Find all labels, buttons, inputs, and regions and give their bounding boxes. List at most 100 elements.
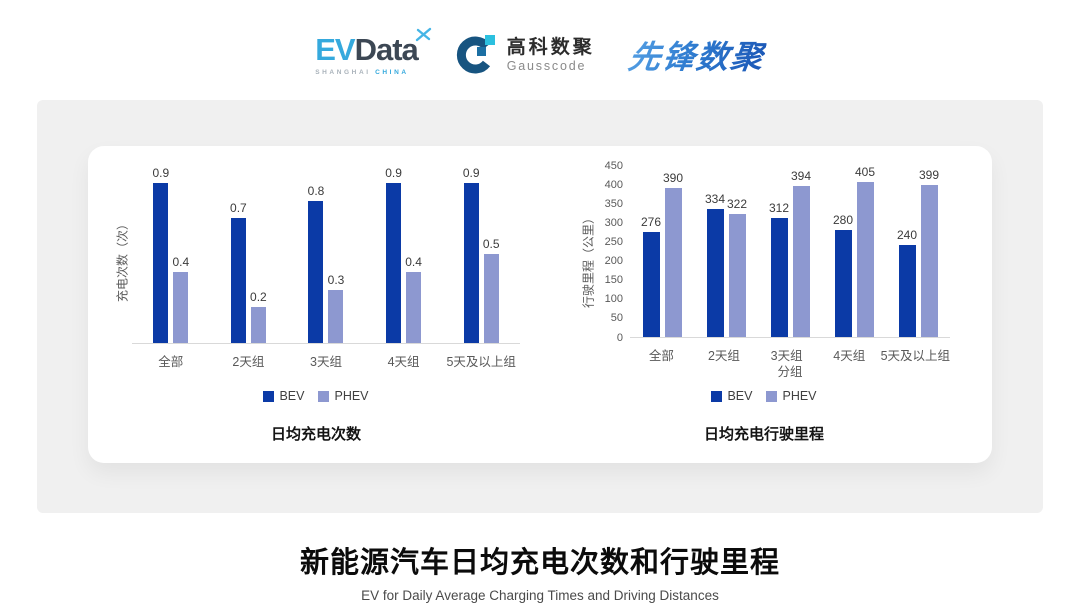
chart-daily-charging-times: 充电次数（次） 0.9 0.4 0.7 0.2 0.8 0.3 0.9 0.4 0.9 0.5 全部 2… (112, 166, 520, 463)
evdata-china-text: CHINA (375, 68, 409, 76)
chart-title: 日均充电次数 (270, 426, 361, 443)
bar-group: 334 322 (704, 166, 748, 337)
evdata-subtext: SHANGHAI CHINA (315, 68, 418, 77)
bar-group: 0.8 0.3 (307, 166, 345, 343)
bar-value-label: 334 (704, 192, 726, 207)
bar-group: 276 390 (640, 166, 684, 337)
bar-phev (483, 254, 499, 343)
y-tick-label: 450 (604, 159, 623, 172)
page-subtitle: EV for Daily Average Charging Times and … (361, 588, 719, 603)
bar-phev (728, 213, 746, 337)
y-tick-label: 400 (604, 178, 623, 191)
y-tick-label: 150 (604, 274, 623, 287)
legend-swatch-phev (318, 390, 330, 402)
bar-value-label: 280 (832, 212, 854, 227)
legend-item-phev: PHEV (318, 389, 369, 403)
bar-column: 0.3 (327, 166, 345, 343)
bar-column: 0.8 (307, 166, 325, 343)
x-category-label: 全部 (648, 349, 674, 363)
bar-value-label: 312 (768, 200, 790, 215)
bar-phev (856, 182, 874, 337)
y-tick-label: 300 (604, 216, 623, 229)
x-category-label: 3天组 (770, 349, 803, 363)
bar-value-label: 0.9 (152, 165, 170, 180)
bar-value-label: 0.5 (482, 237, 500, 251)
bar-column: 276 (640, 166, 662, 337)
bar-phev (792, 186, 810, 337)
bar-phev (664, 187, 682, 337)
plot: 0.9 0.4 0.7 0.2 0.8 0.3 0.9 0.4 0.9 0.5 (132, 166, 520, 344)
bar-value-label: 0.7 (230, 201, 247, 216)
bar-group: 0.7 0.2 (230, 166, 267, 343)
bar-column: 322 (726, 166, 748, 337)
bar-value-label: 0.4 (172, 254, 190, 269)
evdata-wordmark: EVData (315, 27, 431, 67)
bar-column: 405 (855, 166, 875, 337)
bar-value-label: 276 (640, 214, 662, 229)
bar-group: 0.9 0.4 (385, 165, 422, 343)
bar-bev (386, 182, 402, 343)
legend-label: PHEV (334, 389, 369, 403)
legend-item-phev: PHEV (766, 389, 817, 403)
bar-group: 240 399 (896, 166, 940, 337)
chart-daily-driving-distance: 行驶里程（公里） 0 50 100 150 200 250 300 350 400 450 276 39… (578, 160, 951, 463)
chart-panel: 充电次数（次） 0.9 0.4 0.7 0.2 0.8 0.3 0.9 0.4 0.9 0.5 全部 2… (37, 100, 1043, 513)
bar-column: 0.9 (152, 165, 170, 343)
bar-value-label: 322 (726, 196, 748, 211)
bar-value-label: 0.8 (307, 183, 325, 198)
evdata-data-text: Data (354, 31, 419, 67)
bar-value-label: 394 (790, 169, 812, 184)
bar-value-label: 0.9 (385, 165, 402, 180)
bar-group: 0.9 0.4 (152, 165, 190, 343)
chart-card: 充电次数（次） 0.9 0.4 0.7 0.2 0.8 0.3 0.9 0.4 0.9 0.5 全部 2… (88, 146, 992, 463)
legend: BEV PHEV (578, 389, 950, 403)
y-axis-label: 充电次数（次） (115, 218, 130, 303)
x-category-label: 2天组 (707, 349, 740, 363)
bar-phev (173, 271, 189, 343)
bar-value-label: 399 (918, 167, 940, 182)
x-category-label: 2天组 (232, 355, 265, 369)
evdata-star-icon (415, 27, 431, 41)
y-tick-label: 250 (604, 235, 623, 248)
bar-value-label: 240 (896, 228, 918, 243)
bar-group: 312 394 (768, 166, 812, 337)
bar-value-label: 390 (662, 170, 684, 185)
y-axis: 行驶里程（公里） (578, 166, 598, 380)
x-axis-labels: 全部 2天组 3天组 4天组 5天及以上组 (132, 351, 520, 369)
plot-stack: 0.9 0.4 0.7 0.2 0.8 0.3 0.9 0.4 0.9 0.5 全部 2天组 3天组 4天… (132, 166, 520, 380)
bar-column: 280 (832, 166, 854, 337)
bar-group: 0.9 0.5 (463, 166, 500, 343)
x-category-label: 4天组 (387, 355, 420, 369)
legend-swatch-bev (263, 390, 275, 402)
legend-label: PHEV (782, 389, 817, 403)
legend-swatch-phev (766, 390, 778, 402)
logo-header: EVData SHANGHAI CHINA 高科数聚 Gausscode (0, 0, 1080, 100)
bar-column: 0.7 (230, 166, 247, 343)
bar-column: 399 (918, 166, 940, 337)
legend-item-bev: BEV (263, 389, 304, 403)
x-category-label: 全部 (158, 355, 184, 369)
plot-area: 行驶里程（公里） 0 50 100 150 200 250 300 350 400 450 276 39… (578, 160, 951, 380)
bar-bev (463, 182, 479, 343)
bar-bev (770, 217, 788, 337)
x-category-label: 5天及以上组 (446, 355, 516, 369)
bar-column: 0.5 (482, 166, 500, 343)
legend-item-bev: BEV (711, 389, 752, 403)
legend-swatch-bev (711, 390, 723, 402)
x-category-label: 3天组 (310, 355, 342, 369)
bar-column: 0.9 (463, 166, 480, 343)
legend-label: BEV (279, 389, 305, 403)
plot-stack: 276 390 334 322 312 394 280 405 240 399 全部 2天组 3天组 4天… (630, 166, 950, 380)
xianfeng-logo: 先锋数聚 (626, 32, 768, 78)
bar-phev (920, 184, 938, 337)
bar-value-label: 0.3 (327, 272, 345, 287)
legend: BEV PHEV (112, 389, 520, 403)
bar-phev (406, 271, 422, 343)
evdata-logo: EVData SHANGHAI CHINA (315, 27, 431, 77)
plot: 276 390 334 322 312 394 280 405 240 399 (630, 166, 950, 338)
evdata-ev-text: EV (315, 31, 355, 67)
bar-column: 0.9 (385, 165, 402, 343)
evdata-shanghai-text: SHANGHAI (315, 68, 371, 76)
gausscode-icon (456, 35, 495, 74)
